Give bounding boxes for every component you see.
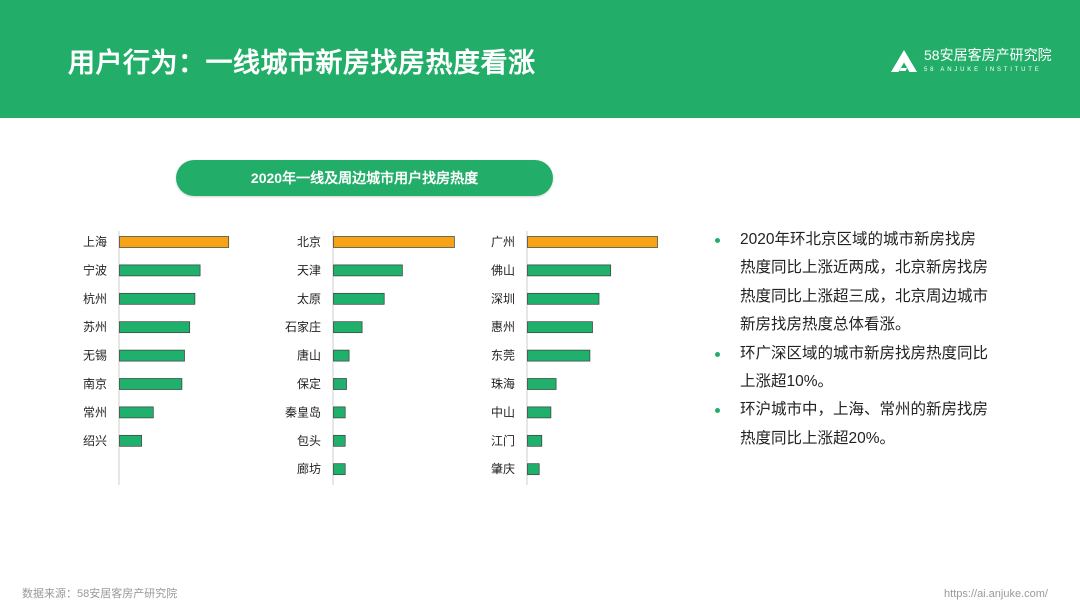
bar [119, 378, 183, 390]
bar [119, 292, 196, 305]
bar [333, 349, 350, 362]
bar [527, 463, 540, 476]
note-line: 2020年环北京区域的城市新房找房 [740, 231, 976, 248]
data-source-note: 数据来源：58安居客房产研究院 [22, 588, 178, 600]
bar [333, 292, 385, 305]
category-label: 宁波 [83, 262, 107, 277]
bar-highlight [333, 236, 455, 248]
logo-subtitle: 58 ANJUKE INSTITUTE [924, 67, 1042, 73]
note-line: 上涨超10%。 [740, 372, 834, 390]
note-line: 热度同比上涨近两成，北京新房找房 [740, 259, 989, 277]
category-label: 天津 [297, 263, 321, 277]
bullet-dot-icon [715, 351, 720, 357]
bar [119, 434, 142, 447]
notes-list: 2020年环北京区域的城市新房找房 热度同比上涨近两成，北京新房找房 热度同比上… [712, 226, 1052, 453]
category-label: 北京 [297, 235, 321, 249]
category-label: 深圳 [491, 292, 515, 306]
category-label: 佛山 [491, 263, 515, 277]
category-label: 绍兴 [83, 434, 107, 448]
bar [527, 321, 593, 334]
bar [333, 434, 346, 447]
bar [119, 406, 154, 419]
category-label: 东莞 [491, 349, 515, 363]
category-label: 广州 [491, 235, 515, 249]
brand-logo: 58安居客房产研究院 58 ANJUKE INSTITUTE [890, 47, 1066, 77]
category-label: 江门 [491, 433, 515, 448]
category-label: 中山 [491, 404, 515, 419]
note-line: 新房找房热度总体看涨。 [740, 316, 911, 334]
bar-charts: 上海宁波杭州苏州无锡南京常州绍兴北京天津太原石家庄唐山保定秦皇岛包头廊坊广州佛山… [83, 231, 658, 485]
bar [527, 434, 543, 447]
chart-title-pill: 2020年一线及周边城市用户找房热度 [176, 160, 553, 196]
bar [119, 321, 191, 334]
bar [333, 463, 346, 476]
note-line: 热度同比上涨超三成，北京周边城市 [740, 287, 989, 305]
category-label: 石家庄 [285, 319, 321, 334]
logo-name: 58安居客房产研究院 [924, 47, 1052, 63]
category-label: 廊坊 [297, 461, 321, 476]
category-label: 惠州 [491, 320, 515, 334]
bar [527, 406, 552, 419]
note-line: 环沪城市中，上海、常州的新房找房 [740, 401, 989, 419]
bar [333, 321, 363, 334]
note-item: 环沪城市中，上海、常州的新房找房 热度同比上涨超20%。 [712, 396, 1052, 453]
bullet-dot-icon [715, 238, 720, 243]
category-label: 南京 [83, 376, 107, 391]
category-label: 上海 [83, 234, 107, 249]
category-label: 苏州 [83, 320, 107, 334]
category-label: 太原 [297, 291, 321, 306]
bar [527, 349, 591, 362]
bar [333, 378, 347, 390]
bar [527, 264, 612, 277]
category-label: 秦皇岛 [285, 404, 321, 419]
category-label: 肇庆 [491, 461, 515, 476]
header-band: 用户行为：一线城市新房找房热度看涨 58安居客房产研究院 58 ANJUKE I… [0, 0, 1080, 118]
category-label: 珠海 [491, 376, 515, 391]
bar [119, 349, 185, 362]
category-label: 包头 [297, 434, 321, 448]
note-line: 环广深区域的城市新房找房热度同比 [740, 344, 989, 362]
bar-highlight [119, 236, 230, 248]
note-item: 环广深区域的城市新房找房热度同比 上涨超10%。 [712, 340, 1052, 397]
bar [333, 406, 346, 419]
note-line: 热度同比上涨超20%。 [740, 429, 896, 447]
page-title: 用户行为：一线城市新房找房热度看涨 [68, 48, 536, 78]
footer-url[interactable]: https://ai.anjuke.com/ [944, 588, 1048, 600]
bullet-dot-icon [715, 408, 720, 414]
bar [527, 292, 600, 305]
note-item: 2020年环北京区域的城市新房找房 热度同比上涨近两成，北京新房找房 热度同比上… [712, 226, 1052, 340]
anjuke-logo-icon [890, 49, 918, 73]
bar [527, 378, 557, 390]
bar [119, 264, 201, 277]
category-label: 唐山 [297, 348, 321, 363]
bar [333, 264, 403, 277]
category-label: 保定 [297, 376, 321, 391]
category-label: 杭州 [83, 291, 107, 306]
category-label: 常州 [83, 405, 107, 419]
category-label: 无锡 [83, 348, 107, 363]
bar-highlight [527, 236, 658, 248]
